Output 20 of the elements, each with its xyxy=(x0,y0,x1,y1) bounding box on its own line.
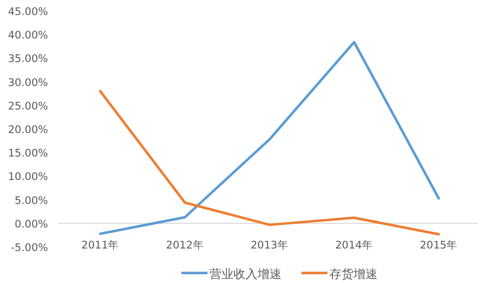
y-tick-label: 45.00% xyxy=(8,6,48,18)
legend-label: 营业收入增速 xyxy=(210,267,282,281)
line-series xyxy=(99,90,440,236)
y-tick-label: 10.00% xyxy=(8,171,48,184)
x-tick-label: 2012年 xyxy=(166,239,204,252)
y-tick-label: 25.00% xyxy=(8,100,48,112)
y-tick-label: 35.00% xyxy=(8,53,48,66)
y-tick-label: -5.00% xyxy=(10,242,48,254)
y-tick-label: 5.00% xyxy=(14,194,48,207)
y-tick-label: 40.00% xyxy=(8,30,48,42)
x-tick-label: 2011年 xyxy=(81,239,120,252)
legend-label: 存货增速 xyxy=(330,267,378,281)
y-tick-label: 30.00% xyxy=(8,76,48,89)
line-series xyxy=(99,40,440,236)
x-tick-label: 2015年 xyxy=(420,239,458,252)
x-tick-label: 2013年 xyxy=(250,239,288,252)
x-tick-label: 2014年 xyxy=(335,239,373,252)
y-tick-label: 20.00% xyxy=(8,124,48,136)
y-tick-label: 15.00% xyxy=(8,148,48,160)
y-tick-label: 0.00% xyxy=(14,218,48,230)
